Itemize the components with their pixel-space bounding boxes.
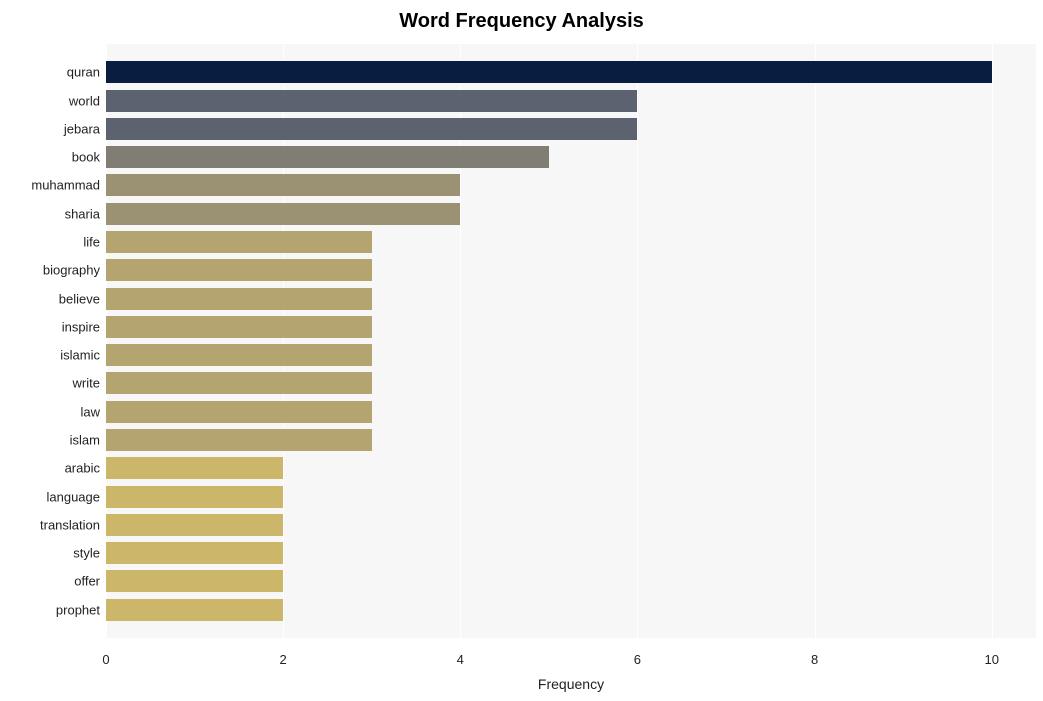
y-tick-label: life [83,235,100,250]
chart-title: Word Frequency Analysis [0,10,1043,33]
x-tick-label: 10 [984,652,998,667]
bar [106,118,637,140]
y-tick-label: sharia [65,206,100,221]
y-tick-label: translation [40,517,100,532]
bar [106,486,283,508]
y-tick-label: world [69,93,100,108]
bar [106,429,372,451]
bar [106,90,637,112]
word-frequency-chart: Word Frequency Analysis Frequency 0 2 4 6 8 1… [0,0,1043,701]
bar [106,316,372,338]
bar [106,259,372,281]
bar [106,174,460,196]
gridline [815,44,816,638]
y-tick-label: offer [74,574,100,589]
y-tick-label: islamic [60,348,100,363]
x-tick-label: 2 [280,652,287,667]
bar [106,542,283,564]
y-tick-label: jebara [64,121,100,136]
y-tick-label: style [73,546,100,561]
y-tick-label: law [80,404,100,419]
bar [106,599,283,621]
x-tick-label: 4 [457,652,464,667]
x-tick-label: 0 [102,652,109,667]
bar [106,457,283,479]
x-axis-label: Frequency [538,676,604,692]
y-tick-label: muhammad [31,178,100,193]
bar [106,570,283,592]
y-tick-label: language [47,489,101,504]
bar [106,146,549,168]
bar [106,231,372,253]
y-tick-label: islam [70,433,100,448]
bar [106,61,992,83]
bar [106,288,372,310]
y-tick-label: believe [59,291,100,306]
y-tick-label: prophet [56,602,100,617]
bar [106,514,283,536]
bar [106,344,372,366]
gridline [992,44,993,638]
bar [106,203,460,225]
y-tick-label: biography [43,263,100,278]
y-tick-label: quran [67,65,100,80]
bar [106,401,372,423]
y-tick-label: arabic [65,461,100,476]
y-tick-label: inspire [62,319,100,334]
bar [106,372,372,394]
plot-area [106,44,1036,638]
x-tick-label: 6 [634,652,641,667]
y-tick-label: write [73,376,100,391]
x-tick-label: 8 [811,652,818,667]
gridline [637,44,638,638]
y-tick-label: book [72,150,100,165]
